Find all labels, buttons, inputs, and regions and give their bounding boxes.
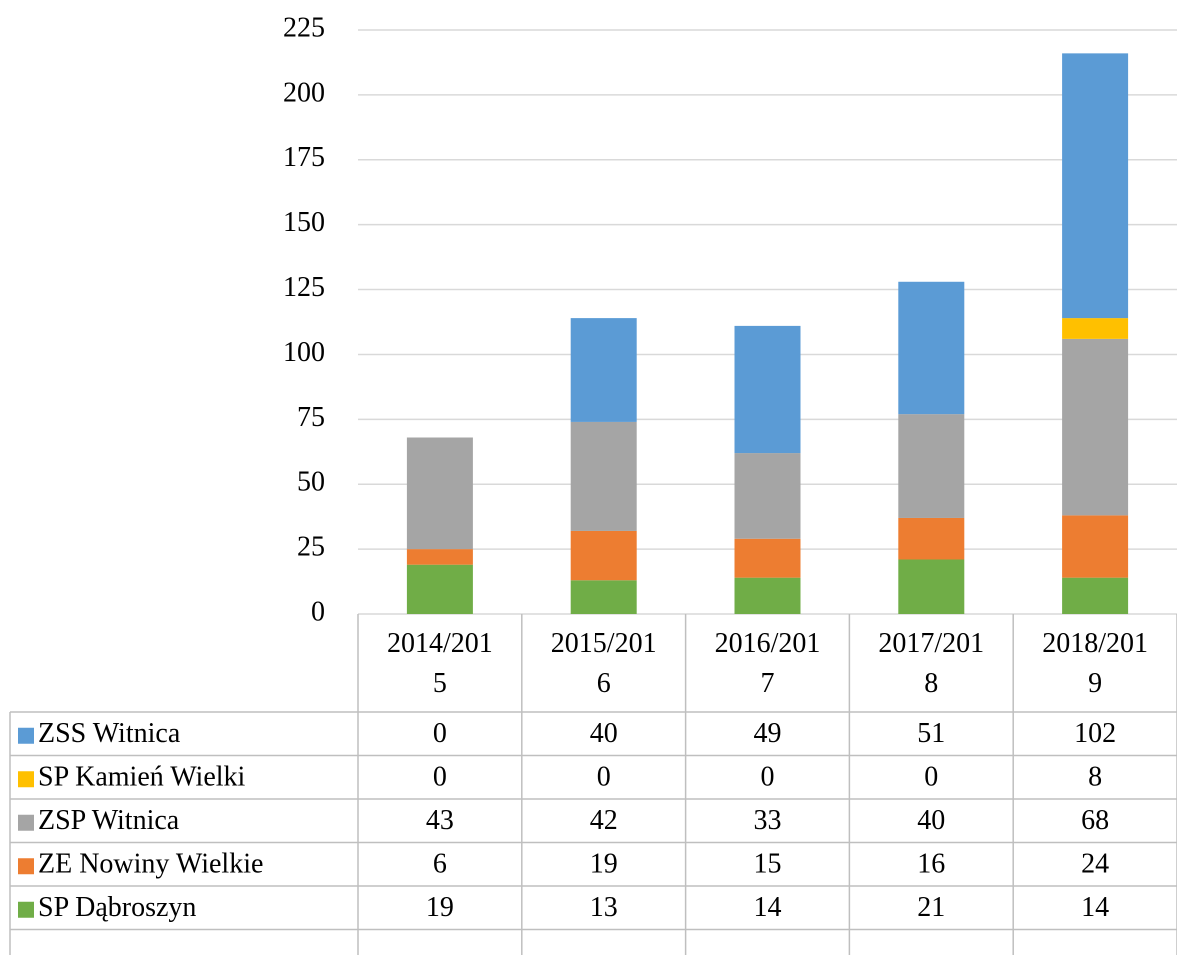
y-tick-label: 150: [283, 207, 325, 238]
table-value: 102: [1074, 718, 1116, 749]
bar-segment: [406, 437, 473, 550]
bar-segment: [1062, 515, 1129, 578]
bar-segment: [898, 517, 965, 560]
table-value: 0: [924, 762, 938, 793]
table-value: 49: [754, 718, 782, 749]
bar-segment: [1062, 577, 1129, 614]
table-value: 40: [590, 718, 618, 749]
table-value: 68: [1081, 805, 1109, 836]
bar-segment: [898, 281, 965, 415]
legend-swatch: [18, 814, 34, 831]
bar-segment: [734, 325, 801, 454]
y-tick-label: 200: [283, 77, 325, 108]
bar-segment: [898, 559, 965, 614]
table-value: 42: [590, 805, 618, 836]
table-value: 14: [754, 892, 782, 923]
x-tick-label-box: 2014/2015: [387, 628, 493, 699]
x-tick-label-box: 2017/2018: [878, 628, 985, 699]
x-tick-label-box: 2015/2016: [550, 628, 657, 699]
legend-label: SP Dąbroszyn: [38, 892, 196, 923]
y-tick-label: 175: [283, 142, 325, 173]
y-tick-label: 225: [283, 12, 325, 43]
legend-label: ZSS Witnica: [38, 718, 181, 749]
bar-segment: [406, 564, 473, 614]
bar-segment: [1062, 53, 1129, 319]
bar-segment: [734, 453, 801, 539]
legend-swatch: [18, 901, 34, 918]
x-tick-label: 2018/2019: [1042, 628, 1148, 699]
y-tick-label: 50: [297, 467, 325, 498]
table-value: 8: [1088, 762, 1102, 793]
y-tick-label: 0: [311, 596, 325, 627]
legend-swatch: [18, 727, 34, 744]
table-value: 13: [590, 892, 618, 923]
legend-label: ZE Nowiny Wielkie: [38, 849, 263, 880]
bar-segment: [1062, 338, 1129, 516]
x-tick-label-box: 2018/2019: [1042, 628, 1148, 699]
y-tick-label: 75: [297, 402, 325, 433]
table-value: 24: [1081, 849, 1109, 880]
bar-segment: [570, 530, 637, 581]
table-value: 16: [917, 849, 945, 880]
bar-segment: [734, 538, 801, 578]
bar-segment: [570, 421, 637, 531]
table-value: 19: [590, 849, 618, 880]
table-value: 14: [1081, 892, 1109, 923]
table-value: 0: [597, 762, 611, 793]
bar-segment: [898, 414, 965, 518]
table-value: 0: [433, 718, 447, 749]
y-tick-label: 25: [297, 532, 325, 563]
x-tick-label: 2015/2016: [550, 628, 657, 699]
legend-label: ZSP Witnica: [38, 805, 180, 836]
bar-segment: [734, 577, 801, 614]
table-value: 0: [433, 762, 447, 793]
x-tick-label: 2017/2018: [878, 628, 985, 699]
x-tick-label-box: 2016/2017: [714, 628, 821, 699]
y-tick-label: 100: [283, 337, 325, 368]
table-value: 21: [917, 892, 945, 923]
bar-segment: [570, 318, 637, 422]
table-value: 15: [754, 849, 782, 880]
legend-label: SP Kamień Wielki: [38, 762, 246, 793]
bar-segment: [1062, 318, 1129, 339]
table-value: 6: [433, 849, 447, 880]
y-tick-label: 125: [283, 272, 325, 303]
bar-segment: [406, 549, 473, 565]
table-value: 19: [426, 892, 454, 923]
legend-swatch: [18, 858, 34, 875]
bar-segment: [570, 580, 637, 614]
legend-swatch: [18, 771, 34, 788]
x-tick-label: 2014/2015: [387, 628, 493, 699]
table-value: 40: [917, 805, 945, 836]
table-value: 51: [917, 718, 945, 749]
table-value: 43: [426, 805, 454, 836]
table-value: 33: [754, 805, 782, 836]
x-tick-label: 2016/2017: [714, 628, 821, 699]
table-value: 0: [761, 762, 775, 793]
